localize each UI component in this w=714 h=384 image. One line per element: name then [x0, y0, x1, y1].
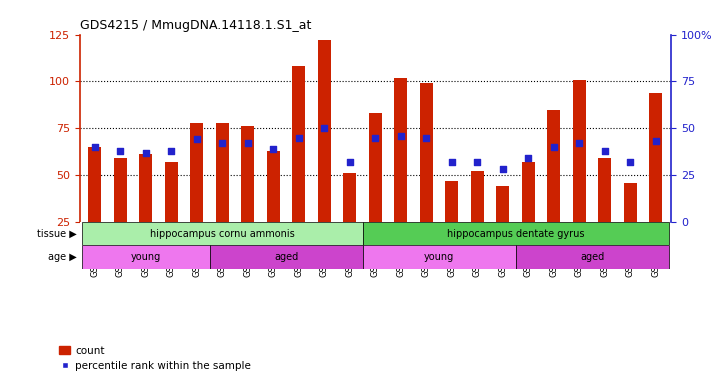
Point — [370, 134, 381, 141]
Bar — [522, 162, 535, 222]
Point — [548, 144, 560, 150]
Point — [446, 159, 458, 165]
Bar — [241, 126, 254, 222]
Point — [421, 134, 432, 141]
Bar — [191, 122, 203, 222]
Text: hippocampus dentate gyrus: hippocampus dentate gyrus — [447, 228, 584, 239]
Point — [395, 133, 406, 139]
Bar — [598, 158, 611, 222]
Bar — [394, 78, 407, 222]
Point — [293, 134, 305, 141]
Bar — [446, 181, 458, 222]
Bar — [363, 245, 516, 269]
Bar — [650, 93, 662, 222]
Point — [216, 140, 228, 146]
Point — [573, 140, 585, 146]
Point — [166, 148, 177, 154]
Bar — [89, 147, 101, 222]
Point — [242, 140, 253, 146]
Bar — [318, 40, 331, 222]
Text: GDS4215 / MmugDNA.14118.1.S1_at: GDS4215 / MmugDNA.14118.1.S1_at — [79, 19, 311, 32]
Text: tissue ▶: tissue ▶ — [37, 228, 76, 239]
Bar — [369, 113, 382, 222]
Point — [140, 149, 151, 156]
Text: aged: aged — [580, 252, 604, 262]
Point — [497, 166, 508, 172]
Point — [650, 138, 662, 144]
Bar — [165, 162, 178, 222]
Bar — [573, 79, 585, 222]
Bar — [496, 186, 509, 222]
Bar — [624, 183, 637, 222]
Bar — [267, 151, 280, 222]
Bar — [516, 245, 668, 269]
Bar — [420, 83, 433, 222]
Bar — [293, 66, 305, 222]
Bar — [82, 222, 363, 245]
Text: age ▶: age ▶ — [48, 252, 76, 262]
Point — [523, 155, 534, 161]
Point — [344, 159, 356, 165]
Bar — [343, 173, 356, 222]
Text: hippocampus cornu ammonis: hippocampus cornu ammonis — [150, 228, 295, 239]
Bar — [363, 222, 668, 245]
Legend: count, percentile rank within the sample: count, percentile rank within the sample — [55, 341, 255, 375]
Point — [625, 159, 636, 165]
Point — [115, 148, 126, 154]
Bar — [216, 122, 228, 222]
Point — [472, 159, 483, 165]
Point — [268, 146, 279, 152]
Bar — [114, 158, 127, 222]
Bar — [548, 109, 560, 222]
Point — [89, 144, 101, 150]
Bar — [82, 245, 210, 269]
Bar — [139, 154, 152, 222]
Point — [318, 125, 330, 131]
Bar — [471, 171, 483, 222]
Text: young: young — [424, 252, 454, 262]
Point — [191, 136, 203, 142]
Point — [599, 148, 610, 154]
Text: young: young — [131, 252, 161, 262]
Text: aged: aged — [274, 252, 298, 262]
Bar — [210, 245, 363, 269]
